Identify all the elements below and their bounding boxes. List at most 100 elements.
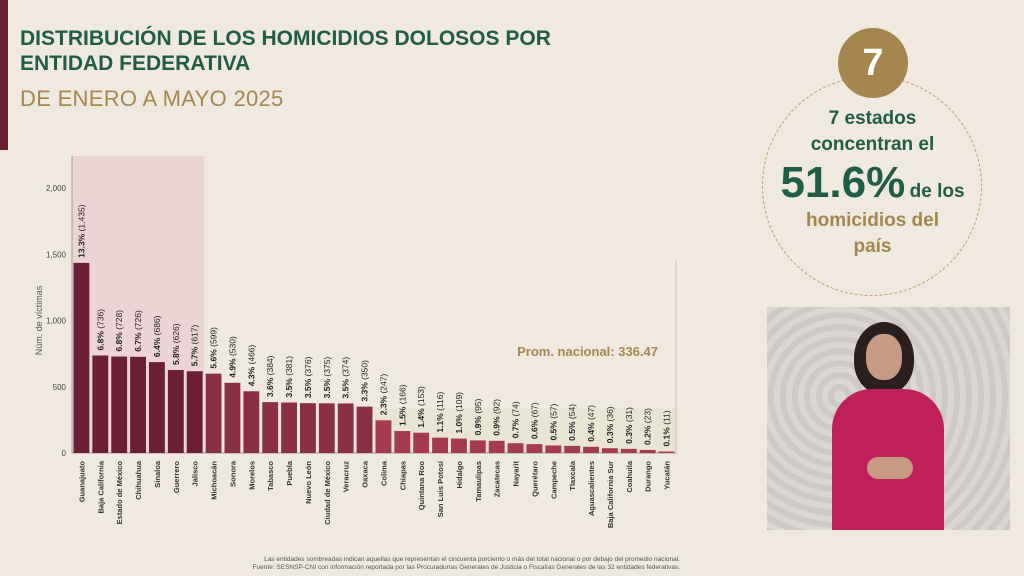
bar-percent-label: 4.3%: [246, 365, 256, 387]
bar-value-label: 2.3% (247): [378, 374, 388, 416]
y-tick-label: 1,000: [46, 317, 67, 326]
page-title: DISTRIBUCIÓN DE LOS HOMICIDIOS DOLOSOS P…: [20, 27, 551, 75]
x-category-label: Veracruz: [342, 461, 351, 493]
bar-percent-label: 6.8%: [114, 330, 124, 352]
x-category-label: Jalisco: [191, 461, 200, 487]
x-category-label: Chihuahua: [134, 460, 143, 500]
x-category-label: Estado de México: [115, 461, 124, 525]
bar-count-label: (67): [529, 402, 539, 417]
bar-percent-label: 0.3%: [605, 421, 615, 443]
bar-percent-label: 0.5%: [548, 419, 558, 441]
interpreter-hands: [867, 457, 913, 479]
left-accent-stripe: [0, 0, 8, 150]
bar-percent-label: 1.5%: [397, 404, 407, 426]
x-category-label: Quintana Roo: [417, 461, 426, 511]
bar-value-label: 0.4% (47): [586, 405, 596, 442]
x-category-label: Guanajuato: [77, 461, 86, 503]
bar-count-label: (728): [114, 310, 124, 330]
bar-percent-label: 2.3%: [378, 394, 388, 416]
bar-value-label: 5.6% (599): [209, 327, 219, 369]
bar-value-label: 0.6% (67): [529, 402, 539, 439]
bar-count-label: (109): [454, 392, 464, 412]
bar-count-label: (530): [227, 336, 237, 356]
y-tick-label: 1,500: [46, 250, 67, 259]
bar-count-label: (1,435): [76, 204, 86, 231]
bar: [318, 403, 335, 453]
callout-line-3: de los: [909, 181, 965, 202]
bar-count-label: (116): [435, 391, 445, 410]
bar-count-label: (166): [397, 384, 407, 404]
x-category-label: Sonora: [228, 460, 237, 487]
average-label: Prom. nacional: 336.47: [517, 344, 658, 359]
callout-text: 7 estados concentran el 51.6% de los hom…: [770, 106, 975, 260]
bar-percent-label: 0.6%: [529, 417, 539, 439]
bar-count-label: (726): [133, 310, 143, 330]
x-category-label: Puebla: [285, 460, 294, 485]
x-category-label: Durango: [644, 461, 653, 492]
bar-count-label: (92): [492, 399, 502, 414]
x-category-label: Zacatecas: [493, 461, 502, 497]
x-category-label: Baja California Sur: [606, 461, 615, 528]
bar-percent-label: 6.4%: [152, 335, 162, 357]
bar-value-label: 3.5% (374): [341, 357, 351, 399]
bar-value-label: 6.8% (736): [95, 309, 105, 351]
x-category-label: Coahuila: [625, 460, 634, 492]
bar-value-label: 0.9% (95): [473, 398, 483, 435]
y-tick-label: 2,000: [46, 184, 67, 193]
bar-value-label: 6.8% (728): [114, 310, 124, 352]
bar-count-label: (95): [473, 398, 483, 413]
x-category-label: Baja California: [96, 460, 105, 513]
bar-count-label: (599): [209, 327, 219, 347]
callout-line-4: homicidios del: [805, 210, 940, 231]
bar-percent-label: 3.5%: [284, 376, 294, 398]
bar-percent-label: 0.9%: [492, 414, 502, 436]
bar-value-label: 5.8% (626): [171, 323, 181, 365]
bar-count-label: (466): [246, 344, 256, 364]
bar-percent-label: 1.0%: [454, 412, 464, 434]
bar-percent-label: 1.1%: [435, 411, 445, 433]
bar-value-label: 1.0% (109): [454, 392, 464, 434]
bar: [507, 443, 524, 453]
bar-percent-label: 3.5%: [341, 377, 351, 399]
bar-count-label: (57): [548, 403, 558, 418]
footnote: Las entidades sombreadas indican aquella…: [160, 556, 680, 572]
bar-percent-label: 0.7%: [511, 416, 521, 438]
bar-percent-label: 5.7%: [190, 344, 200, 366]
x-category-label: Aguascalientes: [587, 461, 596, 516]
bar-value-label: 6.7% (726): [133, 310, 143, 352]
bar-value-label: 0.5% (54): [567, 404, 577, 441]
interpreter-face: [866, 334, 902, 380]
bar-count-label: (381): [284, 356, 294, 376]
x-category-label: Chiapas: [398, 461, 407, 490]
bar: [73, 262, 90, 453]
y-tick-label: 0: [62, 449, 67, 458]
bar: [149, 362, 165, 453]
bar: [130, 356, 146, 453]
x-category-label: Sinaloa: [153, 460, 162, 488]
bar-percent-label: 0.5%: [567, 419, 577, 441]
bar-value-label: 0.7% (74): [511, 401, 521, 438]
x-category-label: Yucatán: [663, 461, 672, 490]
bar-value-label: 3.5% (375): [322, 357, 332, 399]
x-category-label: Guerrero: [172, 461, 181, 494]
bar-count-label: (36): [605, 406, 615, 421]
bar-value-label: 3.3% (350): [360, 360, 370, 402]
callout-line-5: país: [853, 236, 892, 257]
footnote-line-2: Fuente: SESNSP-CNI con información repor…: [252, 564, 680, 571]
bar-percent-label: 3.3%: [360, 380, 370, 402]
callout-line-1: 7 estados: [828, 108, 917, 129]
bar-count-label: (23): [643, 408, 653, 423]
bar: [658, 451, 675, 453]
count-badge: 7: [838, 28, 908, 98]
bar-percent-label: 6.7%: [133, 330, 143, 352]
bar-value-label: 6.4% (686): [152, 315, 162, 357]
bar: [545, 445, 562, 453]
bar-count-label: (153): [416, 386, 426, 406]
bar: [186, 371, 203, 453]
bar-value-label: 3.6% (384): [265, 355, 275, 397]
bar-percent-label: 6.8%: [95, 329, 105, 351]
bar-value-label: 3.5% (381): [284, 356, 294, 398]
bar-percent-label: 3.5%: [303, 376, 313, 398]
bar-count-label: (11): [662, 410, 672, 425]
callout-percent: 51.6%: [780, 158, 906, 207]
